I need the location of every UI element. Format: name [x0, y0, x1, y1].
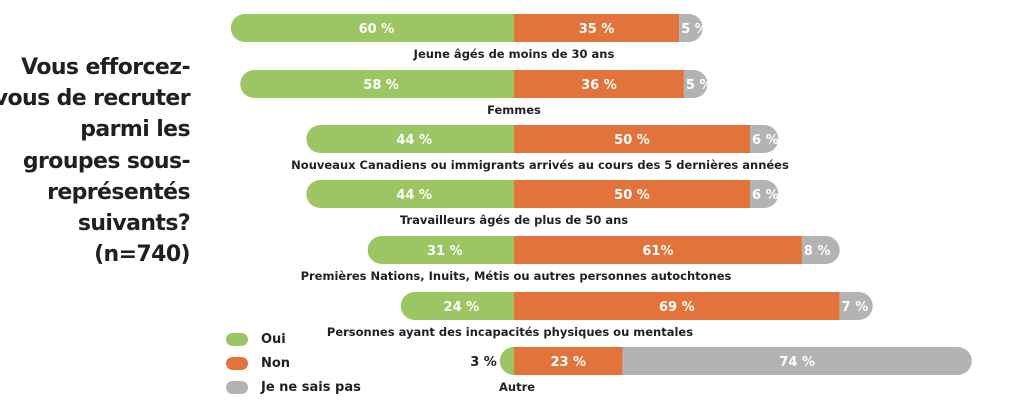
data-label-oui: 60 % [359, 22, 395, 37]
category-label: Travailleurs âgés de plus de 50 ans [400, 213, 628, 227]
legend-label-ne-sais-pas: Je ne sais pas [261, 379, 361, 395]
legend: Oui Non Je ne sais pas [226, 327, 361, 399]
legend-label-non: Non [261, 355, 291, 371]
bar-segment-non [514, 70, 684, 98]
bar-segment-je-ne-sais-pas [683, 70, 708, 98]
bar-segment-je-ne-sais-pas [801, 236, 840, 264]
data-label-non: 50 % [614, 133, 650, 148]
category-label: Premières Nations, Inuits, Métis ou autr… [301, 269, 732, 283]
data-label-non: 61% [642, 244, 673, 259]
category-label: Nouveaux Canadiens ou immigrants arrivés… [291, 158, 789, 172]
data-label-non: 35 % [579, 22, 615, 37]
category-label: Personnes ayant des incapacités physique… [327, 325, 693, 339]
data-label-ne-sais-pas: 74 % [779, 355, 815, 370]
question-line: groupes sous- [22, 148, 191, 174]
data-label-ne-sais-pas: 7 % [842, 300, 869, 315]
bar-row-autre: 3 % 23 % 74 % Autre [470, 347, 972, 394]
category-label: Autre [499, 380, 535, 394]
data-label-oui: 58 % [363, 78, 399, 93]
bar-segment-non [514, 14, 680, 42]
data-label-non: 50 % [614, 188, 650, 203]
category-label: Jeune âgés de moins de 30 ans [413, 47, 615, 61]
bar-segment-oui [306, 180, 514, 208]
bar-row-femmes: 58 % 36 % 5 % Femmes [240, 70, 713, 117]
question-line: vous de recruter [0, 86, 191, 112]
legend-swatch-ne-sais-pas [226, 380, 248, 394]
bar-segment-non [514, 292, 840, 320]
bar-row-travailleurs-ages-de-plus-de-50-ans: 44 % 50 % 6 % Travailleurs âgés de plus de … [306, 180, 779, 227]
bar-segment-non [514, 125, 750, 153]
bar-segment-je-ne-sais-pas [622, 347, 972, 375]
data-label-oui: 24 % [444, 300, 480, 315]
bar-segment-je-ne-sais-pas [750, 125, 779, 153]
bar-segment-je-ne-sais-pas [679, 14, 703, 42]
bar-row-nouveaux-canadiens-ou-immigrants-arrives-au-cours-des-5-dernieres-annees: 44 % 50 % 6 % Nouveaux Canadiens ou immigra… [291, 125, 789, 172]
category-label: Femmes [487, 103, 541, 117]
legend-swatch-oui [226, 332, 248, 346]
question-line: (n=740) [94, 242, 191, 268]
bar-segment-je-ne-sais-pas [750, 180, 779, 208]
data-label-non: 36 % [581, 78, 617, 93]
bar-segment-oui [306, 125, 514, 153]
data-label-ne-sais-pas: 5 % [681, 22, 708, 37]
data-label-oui: 31 % [427, 244, 463, 259]
bar-row-jeune-ages-de-moins-de-30-ans: 60 % 35 % 5 % Jeune âgés de moins de 30 ans [230, 14, 708, 61]
data-label-non: 69 % [659, 300, 695, 315]
question-title: Vous efforcez-vous de recruter parmi les g… [0, 52, 191, 270]
question-line: parmi les [80, 117, 190, 143]
legend-swatch-non [226, 356, 248, 370]
data-label-oui: 3 % [470, 355, 497, 370]
data-label-non: 23 % [550, 355, 586, 370]
data-label-oui: 44 % [396, 188, 432, 203]
legend-item-ne-sais-pas: Je ne sais pas [226, 375, 361, 399]
bar-segment-non [514, 347, 623, 375]
bar-segment-oui [240, 70, 515, 98]
bar-row-personnes-ayant-des-incapacites-physiques-ou-mentales: 24 % 69 % 7 % Personnes ayant des incapacit… [327, 292, 873, 339]
legend-label-oui: Oui [261, 331, 286, 347]
data-label-ne-sais-pas: 8 % [804, 244, 831, 259]
data-label-ne-sais-pas: 6 % [752, 188, 779, 203]
data-label-ne-sais-pas: 6 % [752, 133, 779, 148]
legend-item-non: Non [226, 351, 361, 375]
bar-segment-oui [367, 236, 514, 264]
data-label-oui: 44 % [396, 133, 432, 148]
bar-segment-oui [400, 292, 514, 320]
bar-segment-oui [230, 14, 515, 42]
bar-segment-oui [499, 347, 514, 375]
question-line: suivants? [77, 211, 191, 237]
bar-segment-je-ne-sais-pas [839, 292, 873, 320]
data-label-ne-sais-pas: 5 % [686, 78, 713, 93]
question-line: Vous efforcez- [21, 55, 190, 80]
bar-segment-non [514, 236, 802, 264]
question-line: représentés [47, 179, 191, 205]
bar-row-premieres-nations-inuits-metis-ou-autres-personnes-autochtones: 31 % 61% 8 % Premières Nations, Inuits, Mét… [301, 236, 840, 283]
bar-segment-non [514, 180, 750, 208]
legend-item-oui: Oui [226, 327, 361, 351]
